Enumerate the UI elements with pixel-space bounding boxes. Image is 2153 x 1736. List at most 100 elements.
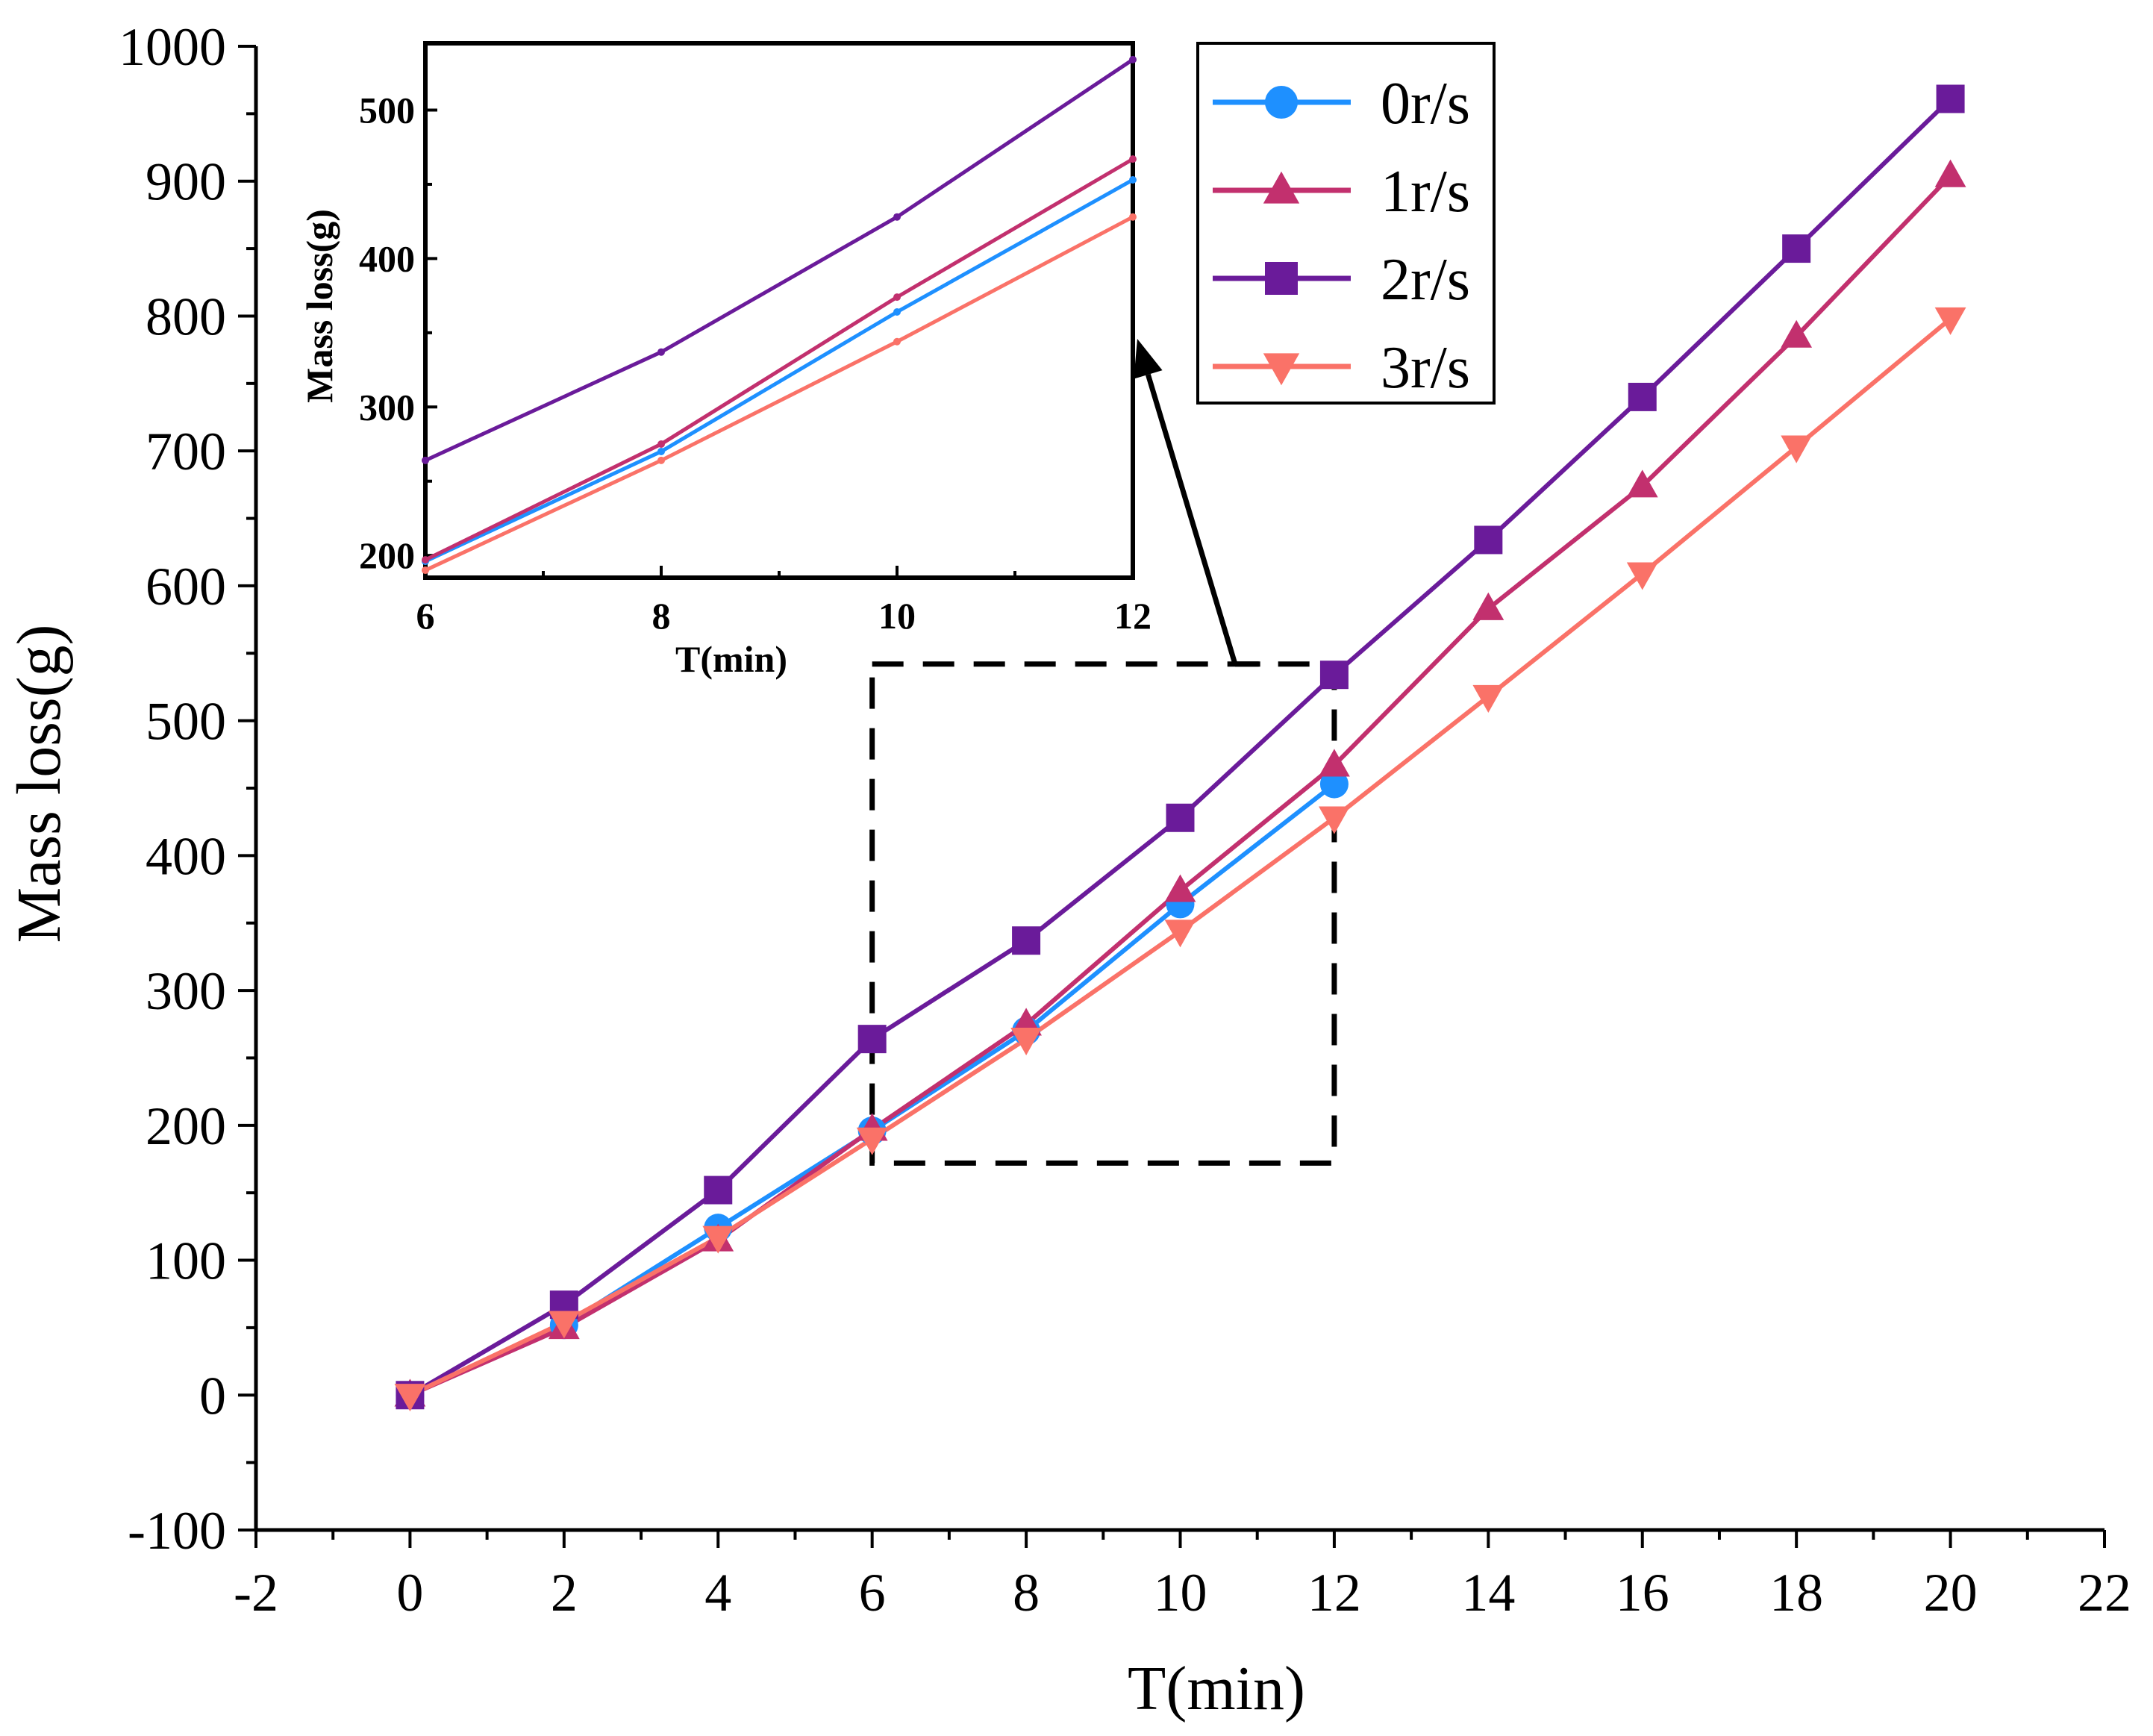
x-tick-label: 10: [1154, 1563, 1207, 1623]
x-tick-label: 8: [1013, 1563, 1040, 1623]
data-point-2r/s: [1628, 382, 1657, 411]
legend-label-3r/s: 3r/s: [1381, 335, 1470, 401]
inset-data-point-2r/s: [893, 213, 901, 221]
data-point-3r/s: [1319, 806, 1350, 834]
inset-data-point-0r/s: [1129, 175, 1137, 184]
inset-data-point-1r/s: [657, 440, 665, 448]
legend-label-1r/s: 1r/s: [1381, 159, 1470, 225]
x-tick-label: 4: [704, 1563, 731, 1623]
zoom-arrow: [1134, 339, 1260, 667]
inset-data-point-2r/s: [422, 456, 429, 464]
y-tick-label: 400: [146, 826, 226, 886]
y-tick-label: 600: [146, 557, 226, 616]
inset-frame: [423, 41, 1135, 580]
inset-series-line-0r/s: [424, 178, 1134, 563]
inset-x-tick-label: 8: [652, 595, 671, 637]
legend-label-2r/s: 2r/s: [1381, 247, 1470, 313]
main-axis-labels: T(min) Mass loss(g): [4, 624, 1305, 1723]
inset-data-point-3r/s: [1129, 213, 1137, 221]
x-tick-label: 18: [1769, 1563, 1823, 1623]
x-tick-label: 22: [2078, 1563, 2131, 1623]
x-tick-label: 2: [551, 1563, 578, 1623]
data-point-1r/s: [1472, 592, 1504, 620]
inset-data-point-3r/s: [893, 337, 901, 346]
inset-chart: 6 8 10 12 200 300 400 500 T(min) Mass loss(g): [299, 41, 1152, 680]
inset-x-tick-label: 12: [1114, 595, 1152, 637]
inset-data-point-1r/s: [893, 293, 901, 302]
inset-y-tick-label: 400: [359, 237, 415, 279]
main-plot-area: [394, 84, 1966, 1412]
data-point-1r/s: [1319, 749, 1350, 777]
inset-y-tick-label: 200: [359, 534, 415, 576]
data-point-2r/s: [704, 1175, 733, 1205]
x-tick-label: -2: [234, 1563, 278, 1623]
y-tick-label: 700: [146, 422, 226, 481]
x-tick-label: 14: [1461, 1563, 1515, 1623]
inset-series-line-2r/s: [424, 57, 1134, 463]
inset-data-point-0r/s: [893, 307, 901, 316]
x-tick-label: 12: [1307, 1563, 1361, 1623]
inset-data-point-2r/s: [1129, 55, 1137, 63]
data-point-3r/s: [1472, 684, 1504, 713]
inset-series-line-3r/s: [424, 215, 1134, 572]
inset-y-tick-label: 500: [359, 90, 415, 131]
y-tick-label: 0: [199, 1366, 226, 1426]
data-point-2r/s: [1782, 234, 1811, 263]
data-point-0r/s: [1319, 769, 1349, 799]
inset-data-point-3r/s: [657, 456, 665, 464]
inset-series-line-1r/s: [424, 157, 1134, 562]
y-axis-title: Mass loss(g): [4, 624, 74, 943]
data-point-3r/s: [1781, 435, 1813, 463]
legend-label-0r/s: 0r/s: [1381, 71, 1470, 137]
y-tick-label: 500: [146, 692, 226, 752]
data-point-3r/s: [1626, 562, 1658, 590]
data-point-1r/s: [1781, 319, 1813, 348]
data-point-2r/s: [1936, 84, 1965, 113]
legend: 0r/s 1r/s 2r/s 3r/s: [1196, 42, 1496, 405]
y-tick-label: 200: [146, 1096, 226, 1156]
inset-x-tick-label: 6: [416, 595, 435, 637]
data-point-3r/s: [394, 1384, 426, 1412]
data-point-1r/s: [1164, 874, 1196, 902]
data-point-1r/s: [1934, 159, 1966, 187]
arrow-head: [1134, 339, 1163, 379]
inset-x-axis-title: T(min): [675, 638, 787, 680]
inset-axes-ticks: 6 8 10 12 200 300 400 500: [359, 90, 1152, 637]
x-tick-label: 0: [396, 1563, 423, 1623]
data-point-3r/s: [548, 1311, 580, 1339]
y-tick-label: 800: [146, 287, 226, 346]
data-point-2r/s: [857, 1025, 887, 1054]
inset-data-point-1r/s: [422, 556, 429, 564]
data-point-3r/s: [1934, 307, 1966, 335]
x-tick-label: 16: [1616, 1563, 1669, 1623]
data-point-2r/s: [1474, 525, 1503, 555]
legend-marker-2r/s: [1265, 262, 1298, 295]
data-point-3r/s: [1164, 919, 1196, 948]
data-point-2r/s: [1319, 661, 1349, 690]
inset-data-point-1r/s: [1129, 155, 1137, 163]
data-point-1r/s: [1626, 469, 1658, 498]
data-point-2r/s: [1012, 926, 1041, 955]
y-tick-label: -100: [128, 1501, 226, 1561]
y-tick-label: 900: [146, 152, 226, 212]
inset-data-point-2r/s: [657, 348, 665, 356]
legend-marker-1r/s: [1263, 171, 1300, 204]
inset-plot-area: [422, 55, 1137, 575]
arrow-shaft: [1146, 373, 1238, 665]
legend-marker-0r/s: [1265, 86, 1298, 119]
zoom-box: [869, 661, 1337, 1166]
main-axes: [254, 46, 2104, 1532]
y-tick-label: 1000: [119, 17, 226, 77]
inset-x-tick-label: 10: [878, 595, 916, 637]
data-point-3r/s: [856, 1127, 888, 1155]
zoom-region: [869, 661, 1337, 1166]
legend-marker-3r/s: [1263, 353, 1300, 386]
x-axis-title: T(min): [1128, 1654, 1305, 1723]
x-tick-label: 20: [1924, 1563, 1978, 1623]
inset-y-axis-title: Mass loss(g): [299, 209, 340, 403]
y-tick-label: 300: [146, 961, 226, 1021]
data-point-3r/s: [702, 1225, 734, 1254]
inset-y-tick-label: 300: [359, 386, 415, 428]
x-tick-label: 6: [859, 1563, 886, 1623]
